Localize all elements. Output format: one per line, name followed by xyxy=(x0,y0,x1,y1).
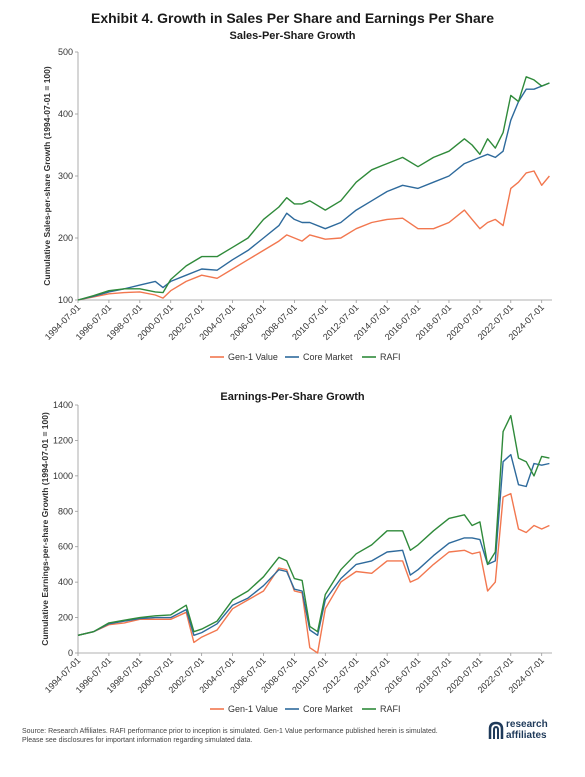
sales-chart-title: Sales-Per-Share Growth xyxy=(229,30,356,42)
y-axis-label: Cumulative Sales-per-share Growth (1994-… xyxy=(42,66,52,286)
y-tick-label: 400 xyxy=(58,109,73,119)
series-line-gen-1-value xyxy=(77,492,550,654)
y-tick-label: 400 xyxy=(58,577,73,587)
y-tick-label: 800 xyxy=(58,506,73,516)
research-affiliates-logo: research affiliates xyxy=(488,719,568,749)
y-tick-label: 200 xyxy=(58,233,73,243)
y-axis-label: Cumulative Earnings-per-share Growth (19… xyxy=(40,412,50,646)
y-tick-label: 500 xyxy=(58,47,73,57)
series-line-rafi xyxy=(77,76,550,301)
y-tick-label: 1200 xyxy=(53,435,73,445)
legend-label: RAFI xyxy=(380,704,401,714)
series-line-core-market xyxy=(77,453,550,637)
y-tick-label: 1400 xyxy=(53,400,73,410)
series-line-rafi xyxy=(77,414,550,636)
y-tick-label: 200 xyxy=(58,613,73,623)
legend-label: Core Market xyxy=(303,704,353,714)
y-tick-label: 300 xyxy=(58,171,73,181)
logo-line2: affiliates xyxy=(506,730,547,741)
y-tick-label: 0 xyxy=(68,648,73,658)
y-tick-label: 100 xyxy=(58,295,73,305)
legend-label: RAFI xyxy=(380,352,401,362)
source-note: Source: Research Affiliates. RAFI perfor… xyxy=(22,728,438,744)
main-title: Exhibit 4. Growth in Sales Per Share and… xyxy=(90,10,495,26)
logo-mark-icon xyxy=(488,721,504,739)
legend-label: Gen-1 Value xyxy=(228,352,278,362)
y-tick-label: 600 xyxy=(58,542,73,552)
eps-chart: 02004006008001000120014001994-07-011996-… xyxy=(40,400,552,714)
series-line-gen-1-value xyxy=(77,170,550,301)
logo-line1: research xyxy=(506,719,548,730)
y-tick-label: 1000 xyxy=(53,471,73,481)
legend-label: Core Market xyxy=(303,352,353,362)
legend-label: Gen-1 Value xyxy=(228,704,278,714)
series-line-core-market xyxy=(77,82,550,301)
sales-chart: 1002003004005001994-07-011996-07-011998-… xyxy=(42,47,552,362)
eps-chart-title: Earnings-Per-Share Growth xyxy=(220,391,365,403)
